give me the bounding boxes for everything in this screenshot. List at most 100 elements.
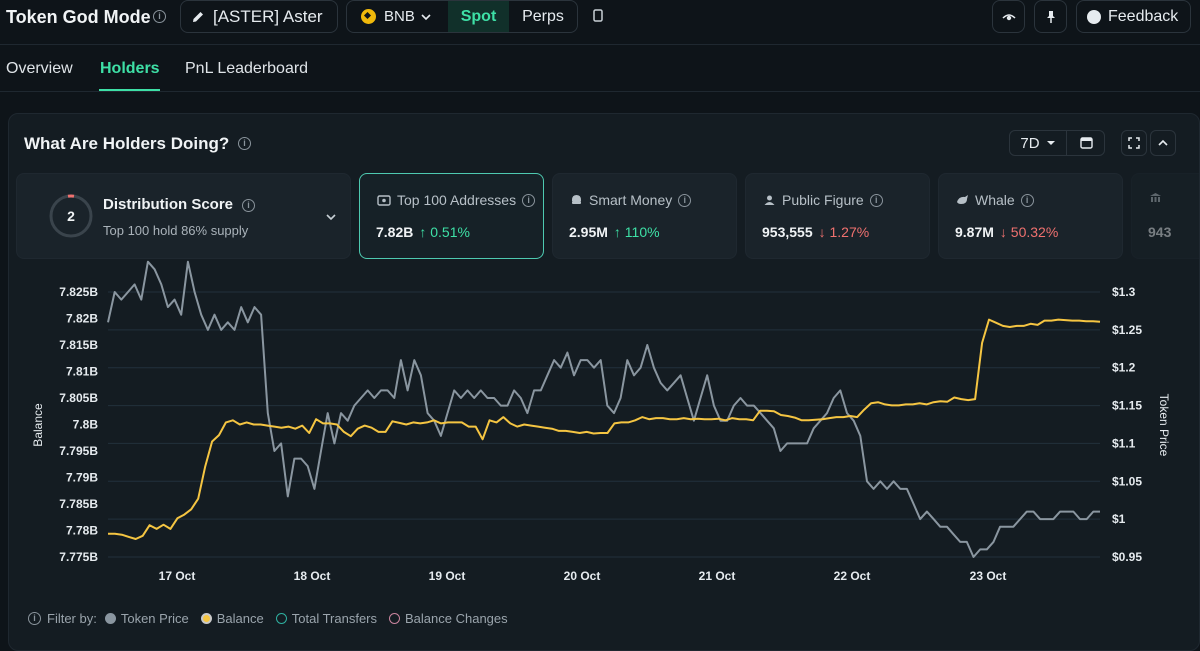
value-text: 7.82B xyxy=(376,224,414,240)
card-label: Public Figure i xyxy=(763,192,883,208)
filter-balance[interactable]: Balance xyxy=(200,611,264,626)
card-value: 2.95M ↑ 110% xyxy=(569,224,660,240)
watch-button[interactable] xyxy=(992,0,1025,33)
right-tick-label: $1.05 xyxy=(1112,474,1142,488)
card-public-figure[interactable]: Public Figure i 953,555 ↓ 1.27% xyxy=(745,173,930,259)
card-value: 9.87M ↓ 50.32% xyxy=(955,224,1058,240)
card-label: Whale i xyxy=(956,192,1034,208)
copy-icon[interactable] xyxy=(592,9,604,23)
range-controls: 7D xyxy=(1009,130,1105,156)
filter-total-transfers[interactable]: Total Transfers xyxy=(275,611,378,626)
legend-dot xyxy=(275,613,287,624)
tab-pnl-leaderboard[interactable]: PnL Leaderboard xyxy=(185,60,309,77)
filter-item-label: Total Transfers xyxy=(291,611,378,626)
card-label xyxy=(1149,192,1162,204)
page-tabs: Overview Holders PnL Leaderboard xyxy=(0,46,1200,92)
feedback-label: Feedback xyxy=(1108,7,1179,25)
right-tick-label: $1.1 xyxy=(1112,436,1136,450)
left-tick-label: 7.78B xyxy=(66,524,98,538)
info-icon[interactable]: i xyxy=(153,10,166,23)
x-tick-label: 20 Oct xyxy=(564,569,601,583)
distribution-title: Distribution Score xyxy=(103,196,234,213)
left-tick-label: 7.805B xyxy=(59,391,98,405)
x-tick-label: 17 Oct xyxy=(159,569,196,583)
panel-title: What Are Holders Doing? xyxy=(24,134,230,153)
info-icon[interactable]: i xyxy=(242,199,255,212)
info-icon[interactable]: i xyxy=(238,137,251,150)
filter-balance-changes[interactable]: Balance Changes xyxy=(389,611,508,626)
fullscreen-button[interactable] xyxy=(1121,130,1147,156)
info-icon[interactable]: i xyxy=(678,193,692,207)
change-text: ↑ 110% xyxy=(613,224,660,240)
whale-icon xyxy=(957,195,968,204)
x-tick-label: 23 Oct xyxy=(970,569,1007,583)
value-text: 9.87M xyxy=(955,224,994,240)
range-selector[interactable]: 7D xyxy=(1010,131,1067,155)
card-label-text: Smart Money xyxy=(589,192,673,208)
holders-chart[interactable]: $1.3 $1.25 $1.2 $1.15 $1.1 $1.05 $1 $0.95 7.825B… xyxy=(0,0,1200,600)
left-tick-label: 7.82B xyxy=(66,312,98,326)
range-label: 7D xyxy=(1020,134,1040,152)
distribution-score-card[interactable]: 2 Distribution Score i Top 100 hold 86% … xyxy=(16,173,351,259)
card-top-100-addresses[interactable]: Top 100 Addresses i 7.82B ↑ 0.51% xyxy=(359,173,544,259)
brain-icon xyxy=(572,195,581,204)
left-tick-label: 7.795B xyxy=(59,444,98,458)
legend-dot xyxy=(104,613,116,624)
top-bar: Token God Mode i [ASTER] Aster BNB Spot … xyxy=(0,0,1200,45)
left-tick-label: 7.825B xyxy=(59,285,98,299)
filter-item-label: Balance Changes xyxy=(405,611,508,626)
active-tab-indicator xyxy=(99,89,160,91)
distribution-subtitle: Top 100 hold 86% supply xyxy=(103,223,249,238)
perps-tab[interactable]: Perps xyxy=(522,7,564,25)
expand-icon xyxy=(1128,137,1140,149)
pin-button[interactable] xyxy=(1034,0,1067,33)
card-label: Top 100 Addresses i xyxy=(377,192,536,208)
svg-text:2: 2 xyxy=(67,208,75,224)
x-tick-label: 21 Oct xyxy=(699,569,736,583)
value-text: 2.95M xyxy=(569,224,608,240)
left-tick-label: 7.815B xyxy=(59,338,98,352)
right-tick-label: $1.3 xyxy=(1112,285,1136,299)
feedback-button[interactable]: Feedback xyxy=(1076,0,1191,33)
pin-icon xyxy=(1046,10,1055,23)
tab-holders[interactable]: Holders xyxy=(100,60,160,77)
left-axis-title: Balance xyxy=(31,403,45,447)
chevron-up-icon xyxy=(1158,139,1168,146)
chat-icon xyxy=(1087,9,1101,24)
right-tick-label: $1.2 xyxy=(1112,361,1136,375)
filter-item-label: Balance xyxy=(216,611,264,626)
left-tick-label: 7.8B xyxy=(73,418,99,432)
bank-icon xyxy=(1150,193,1161,202)
filter-token-price[interactable]: Token Price xyxy=(104,611,189,626)
card-smart-money[interactable]: Smart Money i 2.95M ↑ 110% xyxy=(552,173,737,259)
person-icon xyxy=(764,195,775,205)
info-icon[interactable]: i xyxy=(1020,193,1034,207)
filter-item-label: Token Price xyxy=(120,611,189,626)
calendar-icon[interactable] xyxy=(1080,136,1093,149)
chain-market-group: BNB Spot Perps xyxy=(346,0,578,33)
right-tick-label: $1.25 xyxy=(1112,323,1142,337)
chevron-down-icon[interactable] xyxy=(325,211,337,223)
eye-icon xyxy=(1001,13,1016,20)
card-label-text: Whale xyxy=(975,192,1015,208)
x-tick-label: 18 Oct xyxy=(294,569,331,583)
filter-label: Filter by: xyxy=(47,611,97,626)
card-value: 953,555 ↓ 1.27% xyxy=(762,224,869,240)
right-tick-label: $0.95 xyxy=(1112,550,1142,564)
left-tick-label: 7.81B xyxy=(66,365,98,379)
card-whale[interactable]: Whale i 9.87M ↓ 50.32% xyxy=(938,173,1123,259)
right-tick-label: $1.15 xyxy=(1112,399,1142,413)
right-axis-title: Token Price xyxy=(1157,394,1171,457)
card-partial[interactable]: 943 xyxy=(1131,173,1199,259)
collapse-button[interactable] xyxy=(1150,130,1176,156)
spot-tab[interactable]: Spot xyxy=(448,1,509,32)
token-selector[interactable]: [ASTER] Aster xyxy=(180,0,338,33)
series-line-balance xyxy=(108,318,1101,540)
series-line-token-price xyxy=(107,260,1100,558)
score-ring: 2 xyxy=(49,194,93,238)
chain-selector[interactable]: BNB xyxy=(347,1,447,32)
info-icon[interactable]: i xyxy=(28,612,41,625)
info-icon[interactable]: i xyxy=(522,193,536,207)
info-icon[interactable]: i xyxy=(869,193,883,207)
tab-overview[interactable]: Overview xyxy=(6,60,73,77)
